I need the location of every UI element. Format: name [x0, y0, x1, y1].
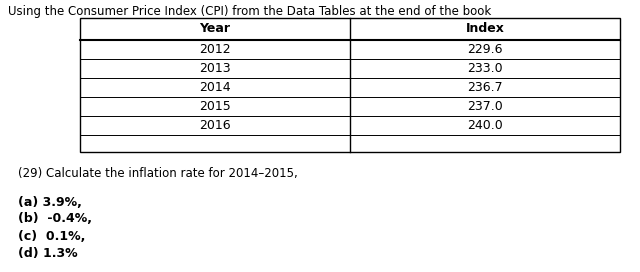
- Bar: [80, 18, 620, 152]
- Text: (a) 3.9%,: (a) 3.9%,: [18, 196, 82, 209]
- Text: Using the Consumer Price Index (CPI) from the Data Tables at the end of the book: Using the Consumer Price Index (CPI) fro…: [8, 5, 492, 18]
- Text: (c)  0.1%,: (c) 0.1%,: [18, 230, 85, 243]
- Text: 229.6: 229.6: [467, 43, 503, 56]
- Text: 2016: 2016: [199, 119, 231, 132]
- Text: Year: Year: [200, 23, 230, 36]
- Text: 240.0: 240.0: [467, 119, 503, 132]
- Text: 2012: 2012: [199, 43, 231, 56]
- Text: (d) 1.3%: (d) 1.3%: [18, 246, 77, 259]
- Text: 2015: 2015: [199, 100, 231, 113]
- Text: 236.7: 236.7: [467, 81, 503, 94]
- Text: (29) Calculate the inflation rate for 2014–2015,: (29) Calculate the inflation rate for 20…: [18, 168, 298, 181]
- Text: (b)  -0.4%,: (b) -0.4%,: [18, 212, 92, 225]
- Text: 2013: 2013: [199, 62, 231, 75]
- Text: Index: Index: [465, 23, 504, 36]
- Text: 2014: 2014: [199, 81, 231, 94]
- Text: 233.0: 233.0: [467, 62, 503, 75]
- Text: 237.0: 237.0: [467, 100, 503, 113]
